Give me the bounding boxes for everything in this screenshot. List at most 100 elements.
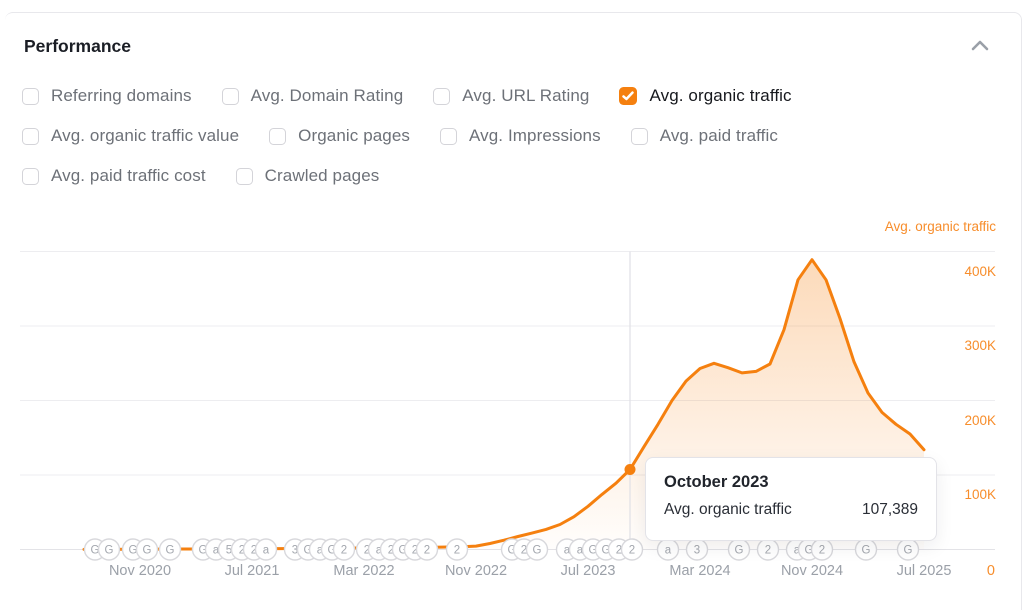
- timeline-event-badge[interactable]: G: [854, 538, 878, 561]
- page-title: Performance: [24, 36, 131, 56]
- metric-checkbox-organic-pages[interactable]: Organic pages: [269, 126, 410, 146]
- y-axis-label: 400K: [964, 263, 996, 279]
- checkbox-unchecked-icon[interactable]: [440, 127, 458, 145]
- svg-text:G: G: [129, 545, 138, 557]
- metric-checkbox-avg-url-rating[interactable]: Avg. URL Rating: [433, 86, 589, 106]
- timeline-event-badge[interactable]: 2: [756, 538, 780, 561]
- svg-text:2: 2: [616, 545, 622, 557]
- svg-text:2: 2: [364, 545, 370, 557]
- svg-text:2: 2: [521, 545, 527, 557]
- timeline-event-badge[interactable]: 3: [685, 538, 709, 561]
- svg-text:G: G: [589, 545, 598, 557]
- svg-text:G: G: [533, 545, 542, 557]
- metric-checkbox-label: Avg. organic traffic: [649, 86, 792, 105]
- svg-text:G: G: [143, 545, 152, 557]
- tooltip-metric-label: Avg. organic traffic: [664, 501, 792, 518]
- svg-text:2: 2: [819, 545, 825, 557]
- svg-text:5: 5: [226, 545, 232, 557]
- timeline-event-badge[interactable]: 2: [445, 538, 469, 561]
- metric-checkbox-avg-paid-traffic-cost[interactable]: Avg. paid traffic cost: [22, 166, 206, 186]
- collapse-button[interactable]: [966, 36, 994, 56]
- checkbox-unchecked-icon[interactable]: [630, 127, 648, 145]
- svg-text:G: G: [508, 545, 517, 557]
- checkbox-unchecked-icon[interactable]: [221, 87, 239, 105]
- timeline-event-badge[interactable]: G: [896, 538, 920, 561]
- chart-tooltip: October 2023 Avg. organic traffic 107,38…: [645, 457, 937, 541]
- svg-text:a: a: [794, 545, 801, 557]
- y-axis-zero-label: 0: [986, 563, 995, 579]
- svg-text:G: G: [199, 545, 208, 557]
- metric-checkbox-avg-organic-traffic-value[interactable]: Avg. organic traffic value: [22, 126, 239, 146]
- metric-checkbox-avg-domain-rating[interactable]: Avg. Domain Rating: [221, 86, 404, 106]
- svg-text:G: G: [105, 545, 114, 557]
- svg-text:a: a: [665, 545, 672, 557]
- metric-checkbox-label: Avg. organic traffic value: [51, 126, 240, 145]
- svg-text:2: 2: [629, 545, 635, 557]
- svg-text:2: 2: [251, 545, 257, 557]
- hover-point: [624, 463, 636, 475]
- timeline-event-badge[interactable]: G: [158, 538, 182, 561]
- timeline-event-badge[interactable]: G: [97, 538, 121, 561]
- x-axis-label: Jul 2021: [224, 563, 280, 579]
- svg-text:G: G: [91, 545, 100, 557]
- checkbox-unchecked-icon[interactable]: [433, 87, 451, 105]
- checkbox-unchecked-icon[interactable]: [22, 127, 39, 145]
- timeline-event-badge[interactable]: G: [525, 538, 549, 561]
- checkbox-unchecked-icon[interactable]: [22, 167, 39, 185]
- svg-text:a: a: [213, 545, 220, 557]
- metric-checkbox-avg-impressions[interactable]: Avg. Impressions: [440, 126, 601, 146]
- svg-text:G: G: [602, 545, 611, 557]
- svg-text:G: G: [328, 545, 337, 557]
- y-axis-label: 300K: [964, 338, 996, 353]
- metric-checkbox-label: Avg. Impressions: [469, 126, 601, 145]
- timeline-event-badge[interactable]: 2: [810, 538, 834, 561]
- timeline-event-badge[interactable]: G: [727, 538, 751, 561]
- svg-text:G: G: [805, 545, 814, 557]
- svg-text:G: G: [735, 545, 744, 557]
- x-axis-label: Jul 2025: [896, 563, 952, 579]
- checkbox-unchecked-icon[interactable]: [269, 127, 287, 145]
- metric-filters: Referring domains Avg. Domain Rating Avg. …: [22, 86, 942, 186]
- timeline-event-badge[interactable]: a: [254, 538, 278, 561]
- metric-checkbox-label: Referring domains: [51, 86, 192, 105]
- timeline-event-badge[interactable]: G: [135, 538, 159, 561]
- x-axis-label: Mar 2022: [333, 563, 395, 579]
- svg-text:2: 2: [454, 545, 460, 557]
- metric-checkbox-crawled-pages[interactable]: Crawled pages: [235, 166, 380, 186]
- svg-text:2: 2: [412, 545, 418, 557]
- y-axis-label: 200K: [964, 412, 996, 428]
- checkbox-unchecked-icon[interactable]: [235, 167, 253, 185]
- tooltip-metric-value: 107,389: [861, 501, 918, 518]
- svg-text:a: a: [564, 545, 571, 557]
- metric-checkbox-label: Organic pages: [298, 126, 411, 145]
- x-axis-label: Nov 2024: [780, 563, 844, 579]
- chart-legend-label: Avg. organic traffic: [884, 219, 996, 234]
- timeline-event-badge[interactable]: a: [656, 538, 680, 561]
- metric-checkbox-label: Avg. paid traffic: [659, 126, 778, 145]
- timeline-event-badge[interactable]: 2: [332, 538, 356, 561]
- x-axis-label: Nov 2020: [108, 563, 172, 579]
- metric-checkbox-avg-organic-traffic[interactable]: Avg. organic traffic: [619, 86, 792, 106]
- timeline-event-badge[interactable]: 2: [620, 538, 644, 561]
- svg-text:a: a: [577, 545, 584, 557]
- svg-text:G: G: [904, 545, 913, 557]
- x-axis-label: Jul 2023: [560, 563, 616, 579]
- svg-text:G: G: [399, 545, 408, 557]
- y-axis-label: 100K: [964, 487, 996, 502]
- tooltip-date: October 2023: [664, 473, 769, 491]
- svg-text:G: G: [166, 545, 175, 557]
- metric-checkbox-avg-paid-traffic[interactable]: Avg. paid traffic: [630, 126, 778, 146]
- x-axis-label: Mar 2024: [669, 563, 731, 579]
- chevron-up-icon: [966, 40, 994, 60]
- checkbox-unchecked-icon[interactable]: [22, 87, 39, 105]
- svg-text:G: G: [304, 545, 313, 557]
- timeline-event-badge[interactable]: 2: [415, 538, 439, 561]
- metric-checkbox-referring-domains[interactable]: Referring domains: [22, 86, 192, 106]
- checkbox-checked-icon[interactable]: [619, 87, 638, 105]
- x-axis-label: Nov 2022: [444, 563, 508, 579]
- svg-text:a: a: [263, 545, 270, 557]
- svg-text:a: a: [376, 545, 383, 557]
- metric-checkbox-label: Avg. URL Rating: [462, 86, 590, 105]
- metric-checkbox-label: Crawled pages: [264, 166, 380, 185]
- metric-checkbox-label: Avg. Domain Rating: [250, 86, 404, 105]
